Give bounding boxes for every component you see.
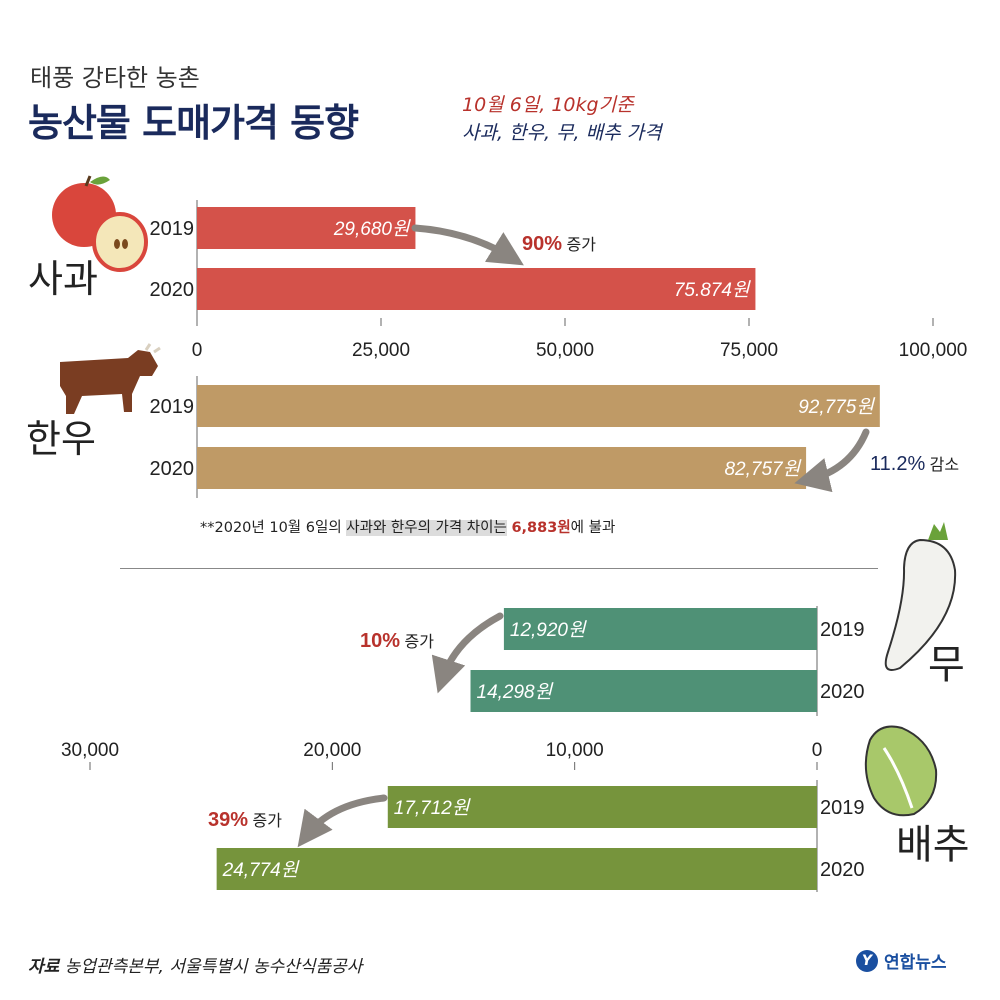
change-arrow xyxy=(431,612,504,694)
change-arrow xyxy=(794,428,870,493)
publisher-logo: Y 연합뉴스 xyxy=(856,948,947,973)
cabbage-icon xyxy=(864,725,938,817)
category-label: 2020 xyxy=(150,458,195,480)
item-label: 한우 xyxy=(26,419,96,461)
page-subtitle: 태풍 강타한 농촌 xyxy=(30,64,200,92)
x-tick-label-bottom: 10,000 xyxy=(546,740,604,761)
series-한우: 한우 92,775원 2019 82,757원 2020 xyxy=(26,385,880,489)
category-label: 2019 xyxy=(820,619,865,641)
change-word: 증가 xyxy=(562,236,596,254)
data-label: 17,712원 xyxy=(394,798,471,819)
source-label: 자료 xyxy=(28,957,60,977)
data-label: 24,774원 xyxy=(222,860,300,881)
x-tick-label-bottom: 0 xyxy=(812,740,823,761)
bar xyxy=(197,447,807,489)
basis-note: 10월 6일, 10kg기준 xyxy=(462,94,634,116)
source-text: 농업관측본부, 서울특별시 농수산식품공사 xyxy=(64,957,363,977)
bar xyxy=(503,608,817,650)
x-tick-label-top: 75,000 xyxy=(720,340,778,361)
change-annotation: 90% 증가 xyxy=(522,233,596,255)
change-annotation: 39% 증가 xyxy=(208,809,282,831)
change-pct: 90% xyxy=(522,233,562,255)
logo-text: 연합뉴스 xyxy=(884,953,947,973)
page-title: 농산물 도매가격 동향 xyxy=(28,101,359,145)
footnote-highlight: 사과와 한우의 가격 차이는 xyxy=(346,520,507,536)
change-arrow xyxy=(411,224,524,266)
data-label: 29,680원 xyxy=(333,219,411,240)
change-arrow xyxy=(297,794,388,848)
x-tick-label-top: 25,000 xyxy=(352,340,410,361)
section-divider xyxy=(120,568,878,569)
change-pct: 11.2% xyxy=(870,453,925,475)
category-label: 2019 xyxy=(150,396,195,418)
category-label: 2020 xyxy=(150,279,195,301)
bar xyxy=(197,385,880,427)
bar xyxy=(197,268,756,310)
footnote-suffix: 에 불과 xyxy=(570,520,616,536)
category-label: 2020 xyxy=(820,681,865,703)
category-label: 2020 xyxy=(820,859,865,881)
series-배추: 배추 17,712원 2019 24,774원 2020 xyxy=(216,786,970,890)
bar xyxy=(387,786,817,828)
data-label: 92,775원 xyxy=(798,397,875,418)
apple-icon xyxy=(52,175,148,272)
change-pct: 39% xyxy=(208,809,248,831)
logo-mark-icon: Y xyxy=(856,949,878,972)
category-label: 2019 xyxy=(820,797,865,819)
item-label: 배추 xyxy=(896,823,970,867)
series-무: 무 12,920원 2019 14,298원 2020 xyxy=(470,608,965,712)
x-tick-label-bottom: 20,000 xyxy=(303,740,361,761)
change-word: 증가 xyxy=(248,812,282,830)
source-line: 자료 농업관측본부, 서울특별시 농수산식품공사 xyxy=(28,952,362,977)
radish-icon xyxy=(884,522,957,671)
change-annotation: 10% 증가 xyxy=(360,630,434,652)
bar xyxy=(197,207,416,249)
data-label: 82,757원 xyxy=(724,459,801,480)
x-tick-label-bottom: 30,000 xyxy=(61,740,119,761)
x-tick-label-top: 0 xyxy=(192,340,203,361)
footnote-prefix: **2020년 10월 6일의 xyxy=(200,520,347,536)
footnote: **2020년 10월 6일의 사과와 한우의 가격 차이는 6,883원에 불… xyxy=(200,516,615,537)
data-label: 75.874원 xyxy=(674,280,751,301)
data-label: 14,298원 xyxy=(477,682,554,703)
items-note: 사과, 한우, 무, 배추 가격 xyxy=(462,122,662,144)
change-word: 증가 xyxy=(400,633,434,651)
change-pct: 10% xyxy=(360,630,400,652)
series-사과: 사과 29,680원 2019 75.874원 2020 xyxy=(28,207,756,310)
data-label: 12,920원 xyxy=(510,620,587,641)
category-label: 2019 xyxy=(150,218,195,240)
x-tick-label-top: 100,000 xyxy=(899,340,968,361)
cow-icon xyxy=(60,343,161,414)
bar xyxy=(470,670,817,712)
x-tick-label-top: 50,000 xyxy=(536,340,594,361)
footnote-amount: 6,883원 xyxy=(511,520,571,536)
item-label: 무 xyxy=(928,643,965,687)
change-annotation: 11.2% 감소 xyxy=(870,453,959,475)
bar xyxy=(216,848,817,890)
change-word: 감소 xyxy=(925,456,959,474)
item-label: 사과 xyxy=(28,259,98,301)
